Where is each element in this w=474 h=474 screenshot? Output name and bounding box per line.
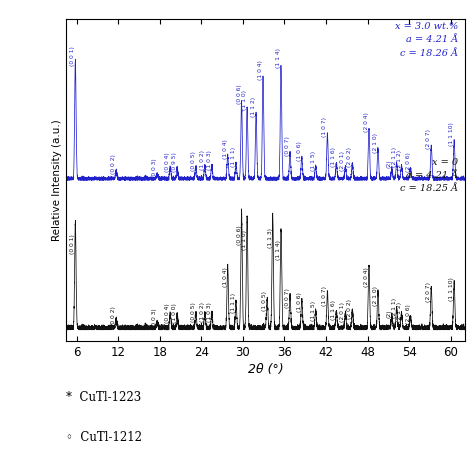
Text: (1 1 5): (1 1 5) [310, 301, 316, 320]
Text: (1 0 7): (1 0 7) [322, 286, 328, 306]
Text: (0 0 3): (0 0 3) [152, 309, 157, 328]
Text: (2 0 2): (2 0 2) [347, 147, 352, 167]
Text: (1 1 10): (1 1 10) [449, 122, 454, 146]
Text: (0 0 7): (0 0 7) [285, 137, 290, 156]
Text: (1 0 3): (1 0 3) [207, 302, 212, 322]
Text: (1 1 4): (1 1 4) [276, 48, 281, 68]
Text: (1 0 2): (1 0 2) [200, 301, 205, 322]
Text: (1 0 2): (1 0 2) [200, 150, 205, 170]
Text: (2 1 0): (2 1 0) [373, 286, 378, 306]
Text: (2 1 1): (2 1 1) [392, 298, 397, 318]
Text: (2 0 1): (2 0 1) [340, 151, 346, 171]
Text: (2 0 6): (2 0 6) [406, 152, 410, 172]
Text: (1 0 5): (1 0 5) [262, 291, 267, 311]
Text: x = 0
a = 4.21 Å
c = 18.25 Å: x = 0 a = 4.21 Å c = 18.25 Å [401, 157, 458, 193]
Text: (0 0 3): (0 0 3) [152, 158, 157, 178]
Text: (2): (2) [387, 159, 392, 168]
Text: (0 0 6): (0 0 6) [237, 84, 242, 104]
Text: (2 0 2): (2 0 2) [347, 299, 352, 319]
Text: (0 0 7): (0 0 7) [285, 289, 290, 309]
Text: (0 0 2): (0 0 2) [111, 306, 116, 326]
Text: (1 0 3): (1 0 3) [207, 150, 212, 170]
Text: (1 1 6): (1 1 6) [331, 301, 337, 320]
Text: (1 0 6): (1 0 6) [297, 292, 302, 312]
Text: (1 1 3): (1 1 3) [268, 228, 273, 248]
Text: (2 1 1): (2 1 1) [392, 147, 397, 167]
Text: (2 1 2): (2 1 2) [397, 301, 401, 322]
Text: (1 1 4): (1 1 4) [276, 240, 281, 260]
Text: (0 0 6): (0 0 6) [237, 226, 242, 246]
Text: (1 1 10): (1 1 10) [449, 277, 454, 301]
Text: (2 1 0): (2 1 0) [373, 133, 378, 153]
Text: *  CuTl-1223: * CuTl-1223 [66, 391, 142, 404]
Text: (1 0 4): (1 0 4) [223, 267, 228, 287]
Text: (2 0 6): (2 0 6) [406, 304, 410, 324]
Text: (0 0 5): (0 0 5) [191, 302, 196, 322]
Y-axis label: Relative Intensity (a.u.): Relative Intensity (a.u.) [52, 119, 62, 241]
Text: (0 0 4): (0 0 4) [165, 152, 170, 172]
Text: (1 0 4): (1 0 4) [223, 139, 228, 159]
Text: ◦  CuTl-1212: ◦ CuTl-1212 [66, 431, 142, 444]
Text: (0 0 1): (0 0 1) [70, 234, 75, 254]
Text: (1 1 0): (1 1 0) [242, 230, 247, 250]
Text: (1 0 6): (1 0 6) [297, 141, 302, 161]
Text: (0 0 4): (0 0 4) [165, 303, 170, 323]
Text: (2 0 7): (2 0 7) [426, 283, 431, 302]
Text: (1 1 1): (1 1 1) [231, 147, 236, 167]
Text: (2): (2) [387, 310, 392, 319]
Text: (2 0 4): (2 0 4) [364, 267, 369, 287]
Text: x = 3.0 wt.%
a = 4.21 Å
c = 18.26 Å: x = 3.0 wt.% a = 4.21 Å c = 18.26 Å [395, 22, 458, 57]
Text: (1 0 0): (1 0 0) [172, 303, 177, 323]
Text: (0 0 1): (0 0 1) [70, 46, 75, 66]
Text: (1 1 2): (1 1 2) [251, 96, 256, 117]
Text: (1 1 6): (1 1 6) [331, 147, 337, 167]
Text: (1 0 4): (1 0 4) [258, 60, 263, 80]
Text: (1 1 0): (1 1 0) [242, 91, 247, 110]
Text: (2 0 4): (2 0 4) [364, 112, 369, 132]
Text: (2 0 7): (2 0 7) [426, 129, 431, 149]
Text: (0 0 2): (0 0 2) [111, 155, 116, 174]
Text: (1 1 1): (1 1 1) [231, 293, 236, 313]
Text: (2 1 2): (2 1 2) [397, 150, 401, 170]
X-axis label: 2θ (°): 2θ (°) [247, 363, 283, 376]
Text: (1 1 5): (1 1 5) [310, 151, 316, 171]
Text: (2 0 1): (2 0 1) [340, 301, 346, 322]
Text: (1 0 7): (1 0 7) [322, 117, 328, 137]
Text: (0 9 5): (0 9 5) [172, 152, 177, 172]
Text: (0 0 5): (0 0 5) [191, 151, 196, 171]
